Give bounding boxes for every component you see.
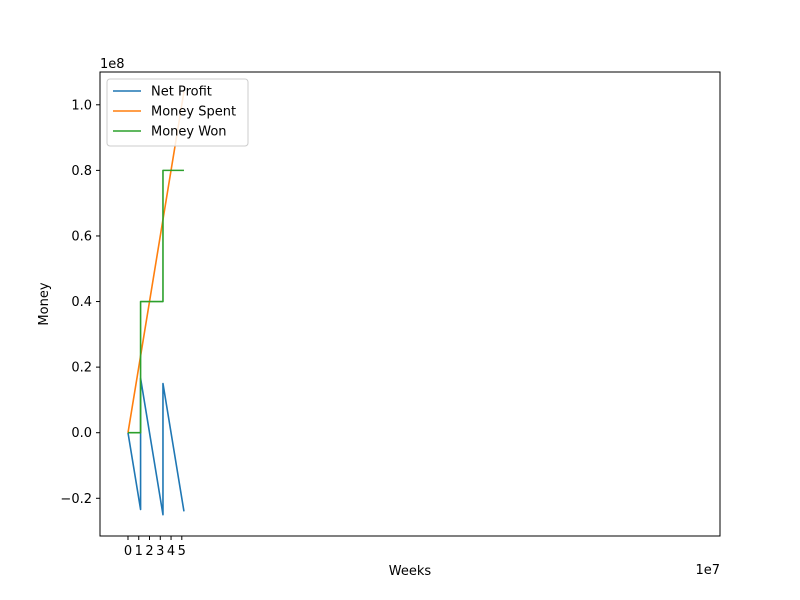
legend-label: Money Won [151,125,227,140]
y-axis-ticks: −0.2 0.0 0.2 0.4 0.6 0.8 1.0 [60,98,100,507]
y-tick-label: 0.2 [71,361,92,376]
legend-label: Money Spent [151,105,236,120]
plot-frame [99,71,721,537]
x-multiplier-label: 1e7 [695,563,720,578]
y-tick-label: 0.0 [71,426,92,441]
legend: Net Profit Money Spent Money Won [106,78,249,147]
y-tick-label: 0.4 [71,295,92,310]
x-tick-label: 0 [124,544,132,559]
legend-box [106,78,249,147]
y-tick-label: −0.2 [60,492,92,507]
x-tick-label: 3 [156,544,164,559]
x-tick-label: 4 [167,544,175,559]
legend-label: Net Profit [151,85,212,100]
y-tick-label: 0.8 [71,164,92,179]
x-tick-label: 1 [135,544,143,559]
x-axis-label: Weeks [389,564,432,579]
series-line-net-profit [127,377,185,516]
y-axis-label: Money [37,282,52,325]
series-line-money-spent [127,91,185,433]
y-tick-label: 1.0 [71,98,92,113]
x-tick-label: 5 [178,544,186,559]
series-line-money-won [127,169,184,434]
plot-lines [127,91,185,516]
y-tick-label: 0.6 [71,229,92,244]
x-tick-label: 2 [145,544,153,559]
y-multiplier-label: 1e8 [100,57,125,72]
